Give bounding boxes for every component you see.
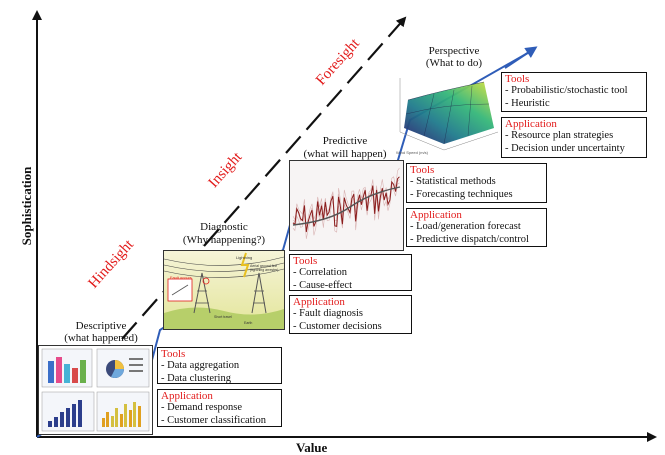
diagnostic-application-item: - Customer decisions [293, 320, 382, 332]
diagnostic-image-label-lightning: Lightning [236, 255, 253, 260]
y-axis-title: Sophistication [19, 166, 34, 246]
diagnostic-tools-heading: Tools [293, 255, 318, 267]
predictive-application-heading: Application [410, 209, 462, 221]
descriptive-tools-heading: Tools [161, 348, 186, 360]
descriptive-application-box: Application - Demand response - Customer… [157, 389, 282, 427]
diagnostic-image-label-fault: Fault occurs [170, 275, 192, 280]
perspective-image: Wind Speed (m/s) [384, 72, 502, 160]
perspective-tool-item: - Probabilistic/stochastic tool [505, 85, 628, 96]
descriptive-application-item: - Customer classification [161, 414, 266, 426]
diagnostic-application-heading: Application [293, 296, 345, 308]
predictive-application-item: - Load/generation forecast [410, 221, 521, 232]
perspective-subtitle: (What to do) [425, 57, 483, 69]
perspective-application-item: - Resource plan strategies [505, 130, 614, 141]
diagnostic-image-label-arrester: Aerial ground line (lightning arrester) [250, 264, 279, 272]
predictive-application-box: Application - Load/generation forecast -… [406, 208, 547, 247]
predictive-subtitle: (what will happen) [303, 148, 387, 160]
perspective-image-axis-label: Wind Speed (m/s) [396, 150, 429, 155]
perspective-application-item: - Decision under uncertainty [505, 142, 625, 154]
diagnostic-application-box: Application - Fault diagnosis - Customer… [289, 295, 412, 334]
perspective-tools-box: Tools - Probabilistic/stochastic tool - … [501, 72, 647, 112]
diagnostic-image: Lightning Aerial ground line (lightning … [163, 250, 285, 330]
predictive-title: Predictive [322, 135, 368, 147]
diagnostic-tool-item: - Cause-effect [293, 279, 352, 291]
forecast-trend-line [292, 186, 401, 226]
diagnostic-tool-item: - Correlation [293, 267, 347, 278]
diagnostic-subtitle: (Why happening?) [182, 234, 266, 246]
descriptive-application-heading: Application [161, 390, 213, 402]
predictive-image [289, 160, 404, 251]
descriptive-title: Descriptive [75, 320, 127, 332]
descriptive-tools-box: Tools - Data aggregation - Data clusteri… [157, 347, 282, 384]
x-axis-title: Value [296, 440, 328, 455]
diagnostic-tools-box: Tools - Correlation - Cause-effect [289, 254, 412, 291]
descriptive-image [38, 345, 153, 435]
descriptive-tool-item: - Data clustering [161, 372, 231, 384]
forecast-band-line [292, 167, 400, 226]
diagnostic-image-label-short-travel: Short travel [214, 315, 232, 319]
perspective-application-heading: Application [505, 118, 557, 130]
staircase-arrow [504, 46, 538, 69]
predictive-tool-item: - Statistical methods [410, 176, 496, 187]
descriptive-application-item: - Demand response [161, 402, 243, 413]
diagnostic-application-item: - Fault diagnosis [293, 308, 363, 319]
predictive-tools-heading: Tools [410, 164, 435, 176]
predictive-tools-box: Tools - Statistical methods - Forecastin… [406, 163, 547, 203]
perspective-application-box: Application - Resource plan strategies -… [501, 117, 647, 158]
diagnostic-title: Diagnostic [200, 221, 248, 233]
descriptive-tool-item: - Data aggregation [161, 360, 240, 371]
perspective-title: Perspective [428, 45, 480, 57]
perspective-tools-heading: Tools [505, 73, 530, 85]
diagnostic-image-label-earth: Earth [244, 321, 253, 325]
predictive-tool-item: - Forecasting techniques [410, 188, 513, 200]
perspective-tool-item: - Heuristic [505, 97, 550, 109]
descriptive-subtitle: (what happened) [64, 332, 138, 344]
predictive-application-item: - Predictive dispatch/control [410, 233, 529, 245]
